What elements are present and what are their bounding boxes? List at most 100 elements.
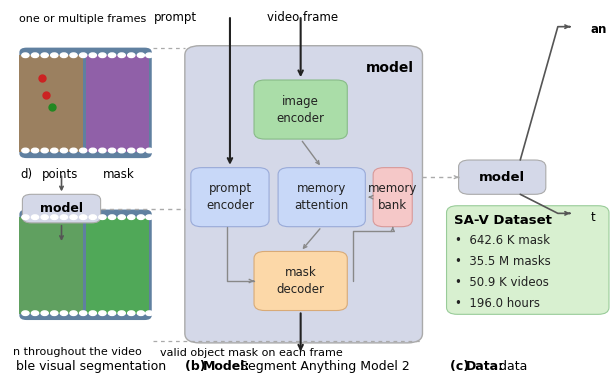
Circle shape — [31, 311, 39, 315]
Text: model: model — [365, 61, 413, 75]
Text: d): d) — [20, 168, 33, 181]
Circle shape — [137, 148, 145, 153]
Circle shape — [146, 148, 153, 153]
Text: mask
decoder: mask decoder — [277, 266, 325, 296]
Circle shape — [118, 311, 125, 315]
Circle shape — [31, 215, 39, 219]
Circle shape — [50, 311, 58, 315]
Circle shape — [108, 215, 116, 219]
Circle shape — [50, 148, 58, 153]
Text: SA-V Dataset: SA-V Dataset — [454, 214, 552, 227]
FancyBboxPatch shape — [278, 168, 365, 227]
Text: Model:: Model: — [203, 360, 250, 373]
Circle shape — [70, 311, 77, 315]
FancyBboxPatch shape — [20, 55, 82, 152]
Text: prompt: prompt — [154, 11, 197, 24]
Text: ble visual segmentation: ble visual segmentation — [17, 360, 167, 373]
Text: Data:: Data: — [466, 360, 504, 373]
Circle shape — [99, 311, 106, 315]
Circle shape — [41, 148, 48, 153]
FancyBboxPatch shape — [446, 206, 609, 314]
Text: valid object mask on each frame: valid object mask on each frame — [160, 348, 343, 358]
Circle shape — [79, 311, 87, 315]
Circle shape — [118, 148, 125, 153]
Circle shape — [41, 215, 48, 219]
Circle shape — [108, 148, 116, 153]
Text: video frame: video frame — [266, 11, 338, 24]
Text: •  50.9 K videos: • 50.9 K videos — [455, 276, 549, 289]
Circle shape — [99, 53, 106, 58]
Circle shape — [41, 311, 48, 315]
Circle shape — [60, 215, 68, 219]
Text: an: an — [591, 23, 607, 36]
Circle shape — [50, 53, 58, 58]
Circle shape — [22, 148, 29, 153]
Circle shape — [50, 215, 58, 219]
Circle shape — [31, 53, 39, 58]
Circle shape — [128, 311, 135, 315]
Text: •  196.0 hours: • 196.0 hours — [455, 297, 540, 310]
Circle shape — [108, 53, 116, 58]
Circle shape — [99, 148, 106, 153]
FancyBboxPatch shape — [20, 48, 152, 158]
Circle shape — [70, 215, 77, 219]
Text: memory
attention: memory attention — [295, 182, 349, 212]
FancyBboxPatch shape — [22, 194, 101, 223]
Circle shape — [22, 53, 29, 58]
Circle shape — [89, 311, 97, 315]
Text: points: points — [42, 168, 79, 181]
FancyBboxPatch shape — [85, 217, 149, 314]
Text: t: t — [591, 211, 596, 224]
Circle shape — [99, 215, 106, 219]
Circle shape — [60, 148, 68, 153]
Circle shape — [22, 215, 29, 219]
Text: Segment Anything Model 2: Segment Anything Model 2 — [236, 360, 410, 373]
Text: one or multiple frames: one or multiple frames — [19, 14, 146, 24]
Circle shape — [128, 215, 135, 219]
Circle shape — [146, 311, 153, 315]
Circle shape — [118, 215, 125, 219]
Text: •  642.6 K mask: • 642.6 K mask — [455, 234, 552, 247]
Circle shape — [137, 53, 145, 58]
Circle shape — [70, 53, 77, 58]
Text: model: model — [40, 202, 83, 215]
Circle shape — [70, 148, 77, 153]
Circle shape — [128, 148, 135, 153]
FancyBboxPatch shape — [85, 55, 149, 152]
Text: (b): (b) — [185, 360, 210, 373]
FancyBboxPatch shape — [254, 80, 347, 139]
Circle shape — [60, 53, 68, 58]
Circle shape — [41, 53, 48, 58]
FancyBboxPatch shape — [254, 251, 347, 311]
Circle shape — [89, 53, 97, 58]
FancyBboxPatch shape — [191, 168, 269, 227]
Text: memory
bank: memory bank — [368, 182, 418, 212]
Text: n throughout the video: n throughout the video — [14, 347, 142, 357]
FancyBboxPatch shape — [373, 168, 412, 227]
Circle shape — [89, 215, 97, 219]
Circle shape — [79, 53, 87, 58]
Circle shape — [146, 215, 153, 219]
Circle shape — [31, 148, 39, 153]
FancyBboxPatch shape — [459, 160, 546, 194]
Text: model: model — [479, 171, 525, 184]
Circle shape — [137, 215, 145, 219]
Circle shape — [128, 53, 135, 58]
FancyBboxPatch shape — [20, 210, 152, 320]
Text: prompt
encoder: prompt encoder — [206, 182, 254, 212]
Circle shape — [89, 148, 97, 153]
Text: image
encoder: image encoder — [277, 94, 325, 125]
FancyBboxPatch shape — [185, 46, 423, 343]
Text: (c): (c) — [450, 360, 473, 373]
Text: •  35.5 M masks: • 35.5 M masks — [455, 255, 550, 268]
Circle shape — [146, 53, 153, 58]
Circle shape — [118, 53, 125, 58]
Circle shape — [137, 311, 145, 315]
Circle shape — [79, 215, 87, 219]
Text: mask: mask — [103, 168, 135, 181]
Circle shape — [79, 148, 87, 153]
Circle shape — [22, 311, 29, 315]
Text: data: data — [494, 360, 527, 373]
Circle shape — [108, 311, 116, 315]
FancyBboxPatch shape — [20, 217, 82, 314]
